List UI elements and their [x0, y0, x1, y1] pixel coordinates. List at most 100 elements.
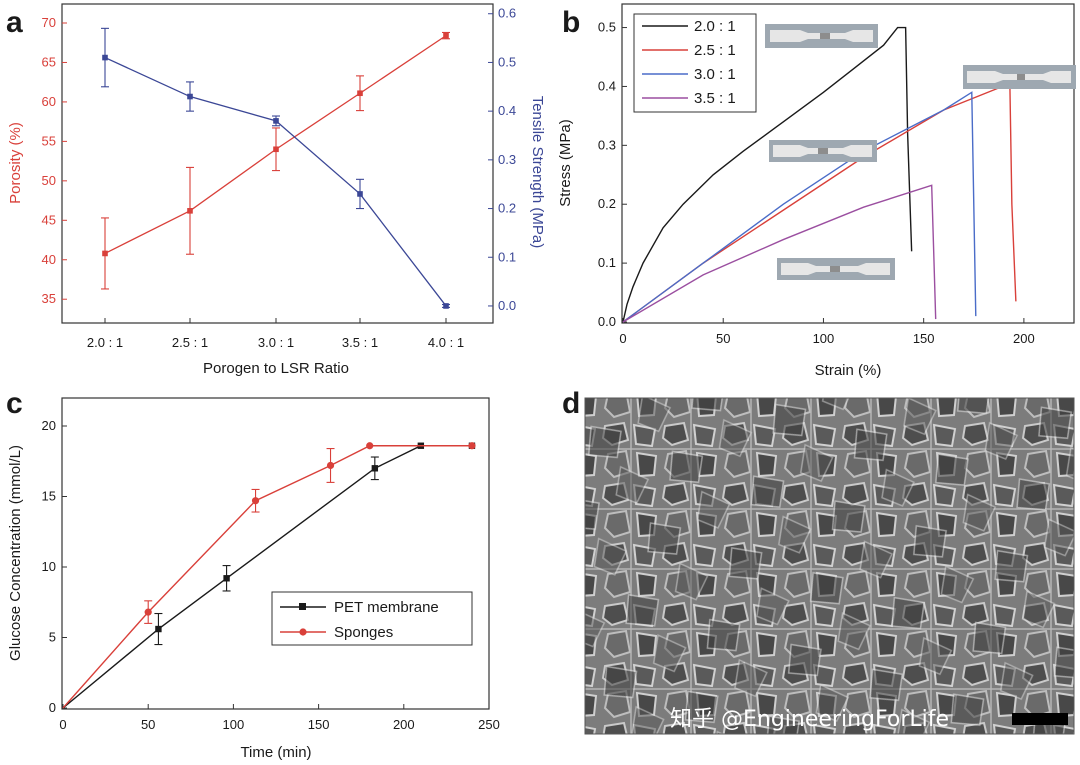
series-line: [622, 184, 937, 323]
x-tick-label: 50: [716, 331, 730, 346]
watermark: 知乎 @EngineeringForLife: [670, 707, 949, 732]
y-tick-label: 0.2: [598, 196, 616, 211]
x-tick-label: 0: [619, 331, 626, 346]
x-tick-label: 150: [308, 717, 330, 732]
x-tick-label: 250: [478, 717, 500, 732]
panel-a-series: [101, 27, 450, 309]
data-point: [326, 461, 335, 470]
data-point: [357, 90, 363, 97]
x-tick-label: 3.5 : 1: [342, 335, 378, 350]
y-tick-label: 35: [42, 291, 56, 306]
y-tick-label: 5: [49, 630, 56, 645]
legend-marker-pet: [299, 603, 306, 610]
y-tick-label: 0.1: [598, 255, 616, 270]
y-tick-label: 20: [42, 418, 56, 433]
x-tick-label: 100: [813, 331, 835, 346]
panel-c-xlabel: Time (min): [240, 744, 311, 761]
legend-label-pet: PET membrane: [334, 599, 439, 616]
data-point: [273, 146, 279, 153]
data-point: [223, 575, 230, 582]
panel-c-legend: PET membrane Sponges: [271, 591, 473, 646]
panel-c-legend-box: [271, 591, 473, 646]
x-tick-label: 150: [913, 331, 935, 346]
panel-b: b 0 50 100 150 200 0.0 0.1 0.2 0.3 0.4 0.5 Strain …: [557, 3, 1076, 379]
data-point: [443, 303, 449, 309]
y-tick-label: 15: [42, 489, 56, 504]
x-tick-label: 200: [393, 717, 415, 732]
x-tick-label: 0: [59, 717, 66, 732]
panel-a-ylabel: Porosity (%): [7, 122, 24, 204]
x-tick-label: 3.0 : 1: [258, 335, 294, 350]
y-tick-label: 50: [42, 173, 56, 188]
panel-a-xlabel: Porogen to LSR Ratio: [203, 360, 349, 377]
panel-b-frame: [621, 3, 1075, 324]
panel-c-series: [62, 442, 476, 709]
y-right-tick-label: 0.3: [498, 152, 516, 167]
panel-a-frame: [61, 3, 494, 324]
panel-a-right-axis: 0.0 0.1 0.2 0.3 0.4 0.5 0.6: [488, 6, 516, 313]
y-tick-label: 0.4: [598, 78, 616, 93]
y-tick-label: 70: [42, 15, 56, 30]
panel-a-letter: a: [6, 6, 23, 39]
y-tick-label: 0.0: [598, 314, 616, 329]
panel-b-axes: 0 50 100 150 200 0.0 0.1 0.2 0.3 0.4 0.5: [598, 20, 1035, 346]
panel-b-legend-box: [633, 13, 757, 113]
data-point: [273, 118, 279, 124]
x-tick-label: 2.0 : 1: [87, 335, 123, 350]
data-point: [366, 442, 374, 450]
sem-micrograph: [584, 397, 1075, 735]
panel-c-ylabel: Glucose Concentration (mmol/L): [7, 445, 24, 661]
legend-label-3-0: 3.0 : 1: [694, 66, 736, 83]
legend-label-sponges: Sponges: [334, 624, 393, 641]
data-point: [251, 497, 260, 505]
y-right-tick-label: 0.6: [498, 6, 516, 21]
legend-marker-sponges: [299, 628, 307, 636]
series-line: [622, 26, 913, 323]
x-tick-label: 200: [1013, 331, 1035, 346]
data-point: [371, 465, 379, 472]
legend-label-2-0: 2.0 : 1: [694, 18, 736, 35]
data-point: [357, 191, 363, 197]
specimen-photo-2-5: [963, 65, 1076, 89]
x-tick-label: 2.5 : 1: [172, 335, 208, 350]
y-tick-label: 60: [42, 94, 56, 109]
data-point: [468, 442, 476, 450]
data-point: [102, 250, 108, 257]
y-tick-label: 10: [42, 559, 56, 574]
y-right-tick-label: 0.5: [498, 54, 516, 69]
panel-c-axes: 0 50 100 150 200 250 0 5 10 15 20: [42, 418, 500, 732]
panel-b-letter: b: [562, 6, 580, 39]
panel-c: c 0 50 100 150 200 250 0 5 10 15 20 Time (min) Glu…: [6, 387, 500, 761]
y-tick-label: 65: [42, 54, 56, 69]
panel-b-series: [622, 26, 1017, 323]
legend-label-3-5: 3.5 : 1: [694, 90, 736, 107]
data-point: [187, 93, 193, 100]
y-tick-label: 0.3: [598, 137, 616, 152]
y-right-tick-label: 0.4: [498, 103, 516, 118]
panel-c-letter: c: [6, 387, 23, 420]
panel-d-letter: d: [562, 387, 580, 420]
panel-b-xlabel: Strain (%): [815, 362, 882, 379]
panel-a-left-axis: 35 40 45 50 55 60 65 70: [42, 15, 67, 306]
data-point: [102, 54, 108, 61]
x-tick-label: 100: [223, 717, 245, 732]
y-tick-label: 0.5: [598, 20, 616, 35]
data-point: [155, 625, 162, 633]
specimen-photo-3-0: [769, 140, 877, 162]
panel-a: a 35 40 45 50 55 60 65 70 0.0 0.1 0.2 0.3 0.4 0.5 0.6…: [6, 3, 546, 377]
y-tick-label: 40: [42, 252, 56, 267]
panel-a-ylabel-right: Tensile Strength (MPa): [529, 96, 546, 249]
scale-bar: [1012, 713, 1068, 725]
y-right-tick-label: 0.2: [498, 201, 516, 216]
series-line: [62, 445, 472, 709]
x-tick-label: 50: [141, 717, 155, 732]
panel-a-x-axis: 2.0 : 1 2.5 : 1 3.0 : 1 3.5 : 1 4.0 : 1: [87, 318, 464, 350]
data-point: [144, 608, 152, 616]
series-line-right: [104, 56, 447, 307]
y-right-tick-label: 0.1: [498, 249, 516, 264]
panel-b-legend: 2.0 : 1 2.5 : 1 3.0 : 1 3.5 : 1: [633, 13, 757, 113]
y-right-tick-label: 0.0: [498, 298, 516, 313]
panel-c-frame: [61, 397, 490, 710]
x-tick-label: 4.0 : 1: [428, 335, 464, 350]
y-tick-label: 0: [49, 700, 56, 715]
